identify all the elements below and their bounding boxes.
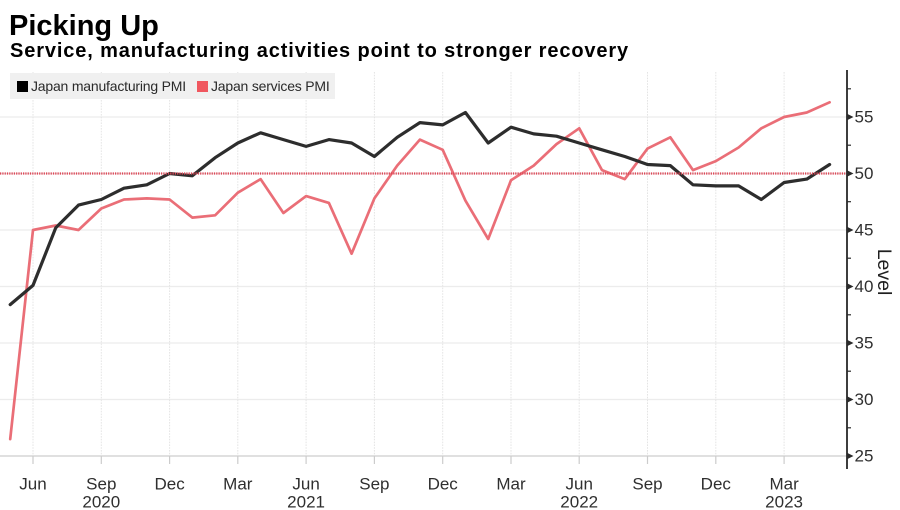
svg-text:Sep: Sep: [632, 475, 662, 494]
svg-text:Dec: Dec: [154, 475, 185, 494]
svg-text:40: 40: [855, 277, 874, 296]
svg-text:45: 45: [855, 221, 874, 240]
svg-text:50: 50: [855, 164, 874, 183]
svg-text:Mar: Mar: [223, 475, 253, 494]
svg-text:Level: Level: [873, 249, 895, 296]
svg-text:2021: 2021: [287, 493, 325, 510]
svg-text:2020: 2020: [82, 493, 120, 510]
svg-text:30: 30: [855, 390, 874, 409]
svg-text:2023: 2023: [765, 493, 803, 510]
svg-text:2022: 2022: [560, 493, 598, 510]
svg-text:Jun: Jun: [19, 475, 46, 494]
svg-text:Mar: Mar: [496, 475, 526, 494]
svg-text:Dec: Dec: [428, 475, 459, 494]
svg-text:25: 25: [855, 447, 874, 466]
svg-text:Dec: Dec: [701, 475, 732, 494]
svg-text:55: 55: [855, 108, 874, 127]
svg-text:Jun: Jun: [292, 475, 319, 494]
svg-text:Mar: Mar: [769, 475, 799, 494]
svg-text:35: 35: [855, 334, 874, 353]
svg-text:Sep: Sep: [86, 475, 116, 494]
svg-text:Sep: Sep: [359, 475, 389, 494]
svg-text:Jun: Jun: [565, 475, 592, 494]
